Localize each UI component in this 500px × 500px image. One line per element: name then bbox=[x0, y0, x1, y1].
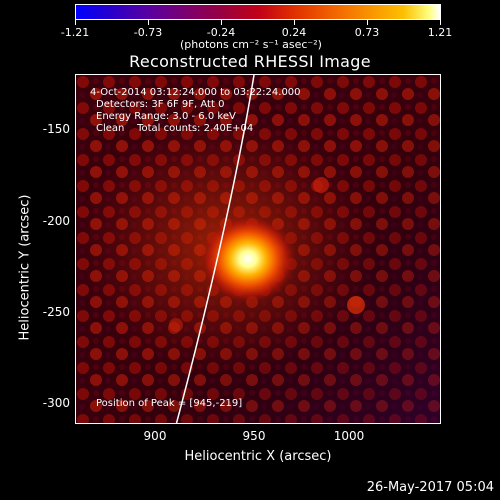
colorbar bbox=[75, 4, 441, 20]
colorbar-tick bbox=[367, 19, 368, 25]
colorbar-tick-label: 1.21 bbox=[427, 26, 453, 39]
colorbar-tick bbox=[294, 19, 295, 25]
x-tick-label: 900 bbox=[143, 429, 167, 443]
colorbar-tick bbox=[148, 19, 149, 25]
y-axis-label: Heliocentric Y (arcsec) bbox=[17, 194, 33, 341]
x-axis-label: Heliocentric X (arcsec) bbox=[184, 449, 332, 464]
solar-limb-line bbox=[175, 75, 255, 423]
y-tick-label: -150 bbox=[42, 122, 70, 136]
page-title: Reconstructed RHESSI Image bbox=[129, 52, 371, 71]
footer-date: 26-May-2017 05:04 bbox=[366, 480, 494, 495]
y-tick-label: -250 bbox=[42, 305, 70, 319]
image-panel: 4-Oct-2014 03:12:24.000 to 03:22:24.000 … bbox=[75, 74, 441, 424]
colorbar-tick bbox=[440, 19, 441, 25]
y-tick-label: -300 bbox=[42, 396, 70, 410]
colorbar-tick bbox=[75, 19, 76, 25]
rhessi-image bbox=[76, 75, 440, 423]
x-tick-label: 1000 bbox=[333, 429, 365, 443]
colorbar-tick-label: -0.24 bbox=[206, 26, 236, 39]
colorbar-tick-label: 0.24 bbox=[281, 26, 307, 39]
colorbar-tick-label: -1.21 bbox=[60, 26, 90, 39]
colorbar-units: (photons cm⁻² s⁻¹ asec⁻²) bbox=[180, 38, 322, 51]
x-tick-label: 950 bbox=[242, 429, 266, 443]
colorbar-tick bbox=[221, 19, 222, 25]
y-tick-label: -200 bbox=[42, 214, 70, 228]
colorbar-tick-label: 0.73 bbox=[354, 26, 380, 39]
detectors-label: Detectors: 3F 6F 9F, Att 0 bbox=[96, 99, 225, 110]
energy-range-label: Energy Range: 3.0 - 6.0 keV bbox=[96, 111, 236, 122]
colorbar-tick-label: -0.73 bbox=[133, 26, 163, 39]
time-range-label: 4-Oct-2014 03:12:24.000 to 03:22:24.000 bbox=[90, 87, 301, 98]
clean-total-counts-label: Clean Total counts: 2.40E+04 bbox=[96, 123, 254, 134]
peak-position-label: Position of Peak = [945,-219] bbox=[96, 398, 243, 409]
